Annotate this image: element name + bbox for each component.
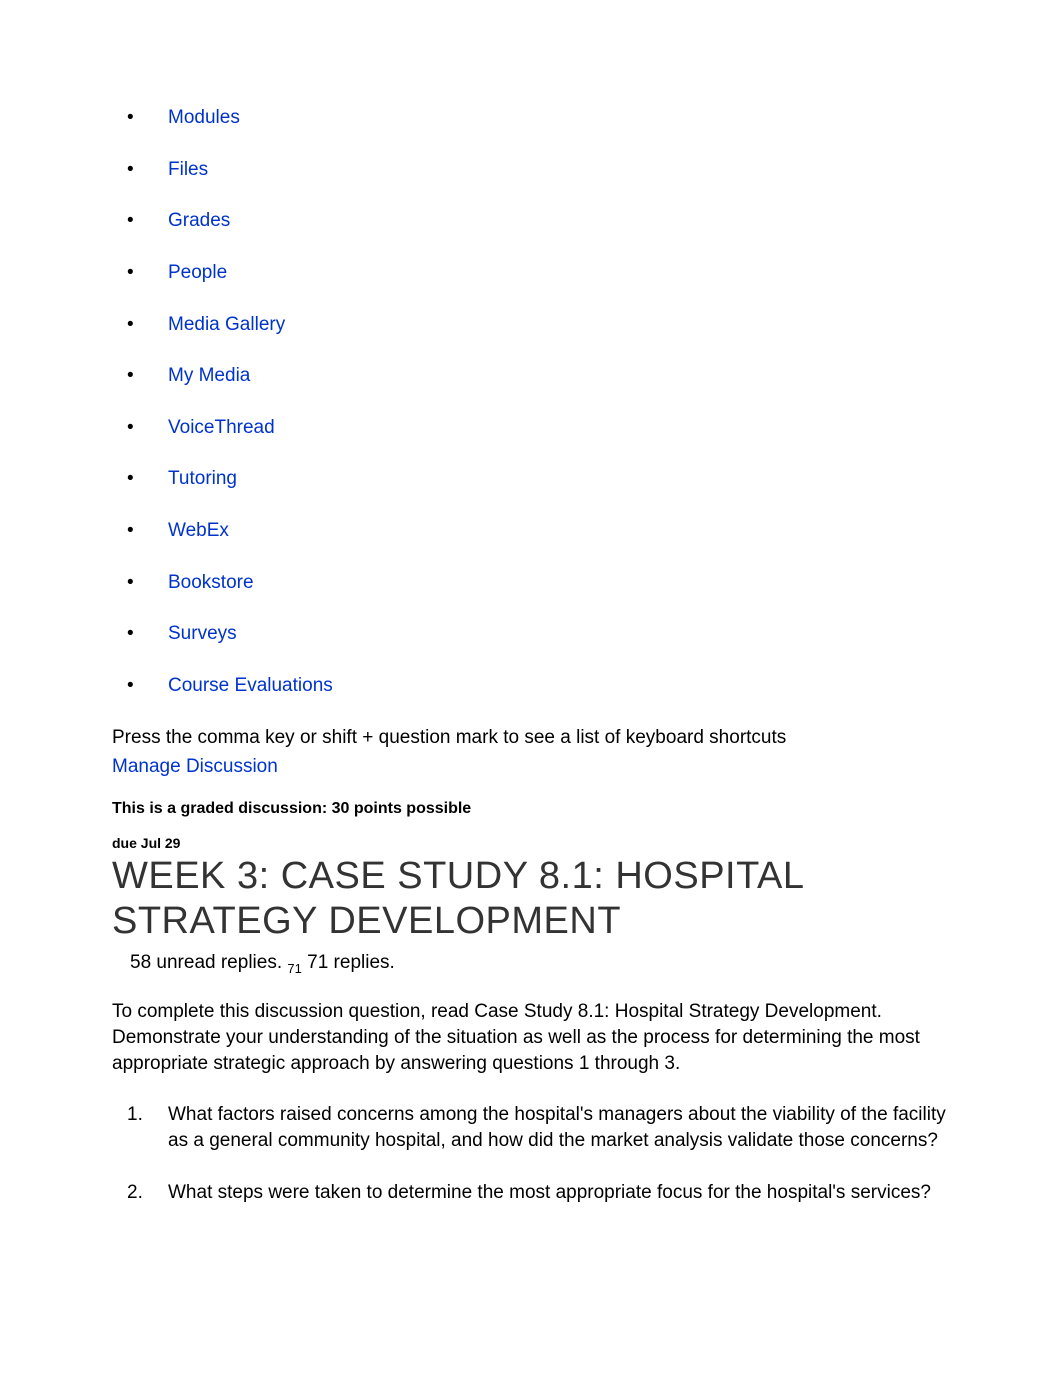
keyboard-shortcut-hint: Press the comma key or shift + question … xyxy=(112,725,950,751)
question-text: What factors raised concerns among the h… xyxy=(168,1102,950,1153)
nav-link-webex[interactable]: WebEx xyxy=(168,520,229,541)
nav-item-media-gallery: Media Gallery xyxy=(112,312,950,338)
nav-item-surveys: Surveys xyxy=(112,621,950,647)
nav-link-bookstore[interactable]: Bookstore xyxy=(168,572,254,593)
question-list: What factors raised concerns among the h… xyxy=(112,1102,950,1205)
course-nav-list: Modules Files Grades People Media Galler… xyxy=(112,105,950,699)
question-text: What steps were taken to determine the m… xyxy=(168,1180,950,1206)
nav-link-modules[interactable]: Modules xyxy=(168,107,240,128)
replies-count-small: 71 xyxy=(287,961,301,976)
due-date: due Jul 29 xyxy=(112,834,950,853)
nav-item-my-media: My Media xyxy=(112,363,950,389)
question-item-2: What steps were taken to determine the m… xyxy=(112,1180,950,1206)
nav-link-surveys[interactable]: Surveys xyxy=(168,623,237,644)
nav-item-bookstore: Bookstore xyxy=(112,570,950,596)
nav-item-grades: Grades xyxy=(112,208,950,234)
nav-item-tutoring: Tutoring xyxy=(112,466,950,492)
nav-item-webex: WebEx xyxy=(112,518,950,544)
graded-discussion-label: This is a graded discussion: 30 points p… xyxy=(112,798,950,820)
nav-link-grades[interactable]: Grades xyxy=(168,210,230,231)
nav-link-media-gallery[interactable]: Media Gallery xyxy=(168,314,285,335)
unread-replies-count: 58 unread replies. xyxy=(130,952,282,973)
page-title: WEEK 3: CASE STUDY 8.1: HOSPITAL STRATEG… xyxy=(112,854,950,944)
question-item-1: What factors raised concerns among the h… xyxy=(112,1102,950,1153)
total-replies-count: 71 replies. xyxy=(307,952,395,973)
nav-link-course-evaluations[interactable]: Course Evaluations xyxy=(168,675,333,696)
nav-item-modules: Modules xyxy=(112,105,950,131)
nav-item-voicethread: VoiceThread xyxy=(112,415,950,441)
replies-summary: 58 unread replies. 71 71 replies. xyxy=(112,950,950,977)
nav-link-files[interactable]: Files xyxy=(168,159,208,180)
nav-item-files: Files xyxy=(112,157,950,183)
nav-link-my-media[interactable]: My Media xyxy=(168,365,250,386)
nav-link-voicethread[interactable]: VoiceThread xyxy=(168,417,275,438)
nav-link-people[interactable]: People xyxy=(168,262,227,283)
nav-item-people: People xyxy=(112,260,950,286)
nav-link-tutoring[interactable]: Tutoring xyxy=(168,468,237,489)
nav-item-course-evaluations: Course Evaluations xyxy=(112,673,950,699)
manage-discussion-link[interactable]: Manage Discussion xyxy=(112,754,278,780)
discussion-intro: To complete this discussion question, re… xyxy=(112,999,950,1076)
